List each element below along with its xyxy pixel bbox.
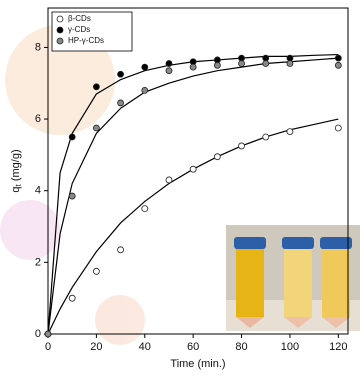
x-tick-label: 60 xyxy=(187,341,199,353)
fit-curve xyxy=(47,53,339,335)
data-point xyxy=(92,267,100,275)
data-point xyxy=(286,60,294,67)
x-tick-label: 100 xyxy=(281,341,299,353)
x-tick-label: 40 xyxy=(139,341,151,353)
data-point xyxy=(262,133,270,141)
data-point xyxy=(213,153,221,161)
legend-label: HP-γ-CDs xyxy=(68,36,104,45)
data-point xyxy=(141,63,149,71)
data-point xyxy=(68,192,76,200)
legend-label: γ-CDs xyxy=(68,25,90,34)
data-point xyxy=(117,70,124,78)
legend-marker xyxy=(56,15,64,23)
y-tick-label: 6 xyxy=(35,113,41,125)
data-point xyxy=(189,63,197,71)
data-point xyxy=(117,246,124,254)
x-tick-label: 80 xyxy=(235,341,247,353)
data-point xyxy=(334,124,342,132)
data-point xyxy=(44,330,52,338)
background-watermark xyxy=(0,25,145,345)
data-point xyxy=(68,133,76,141)
data-point xyxy=(141,205,149,213)
data-point xyxy=(238,142,245,150)
legend-label: β-CDs xyxy=(68,14,91,23)
data-point xyxy=(238,60,245,67)
data-point xyxy=(92,83,100,91)
data-point xyxy=(165,67,173,75)
plot-frame xyxy=(47,7,349,335)
legend-marker xyxy=(56,37,64,45)
data-point xyxy=(92,124,100,132)
fit-curve xyxy=(47,57,339,335)
y-tick-label: 0 xyxy=(35,328,41,340)
data-point xyxy=(68,294,76,302)
x-tick-label: 120 xyxy=(329,341,347,353)
y-label-sub: t xyxy=(14,183,23,186)
y-tick-label: 2 xyxy=(35,256,41,268)
data-point xyxy=(286,128,294,135)
y-label-rest: (mg/g) xyxy=(10,149,22,184)
data-point xyxy=(189,165,197,173)
y-label-main: q xyxy=(10,186,22,192)
data-point xyxy=(165,176,173,184)
x-axis-label: Time (min.) xyxy=(170,358,225,370)
legend-marker xyxy=(56,26,64,34)
data-point xyxy=(213,61,221,69)
data-point xyxy=(334,54,342,62)
data-point xyxy=(165,60,173,67)
data-point xyxy=(141,86,149,94)
y-axis-label: qt (mg/g) xyxy=(10,149,23,192)
y-tick-label: 4 xyxy=(35,185,41,197)
legend-box xyxy=(51,11,133,52)
photo-inset xyxy=(226,225,360,331)
data-point xyxy=(117,99,124,107)
data-point xyxy=(334,61,342,69)
data-point xyxy=(262,60,270,67)
x-tick-label: 20 xyxy=(90,341,102,353)
y-tick-label: 8 xyxy=(35,41,41,53)
x-tick-label: 0 xyxy=(45,341,51,353)
fit-curve xyxy=(47,118,339,335)
